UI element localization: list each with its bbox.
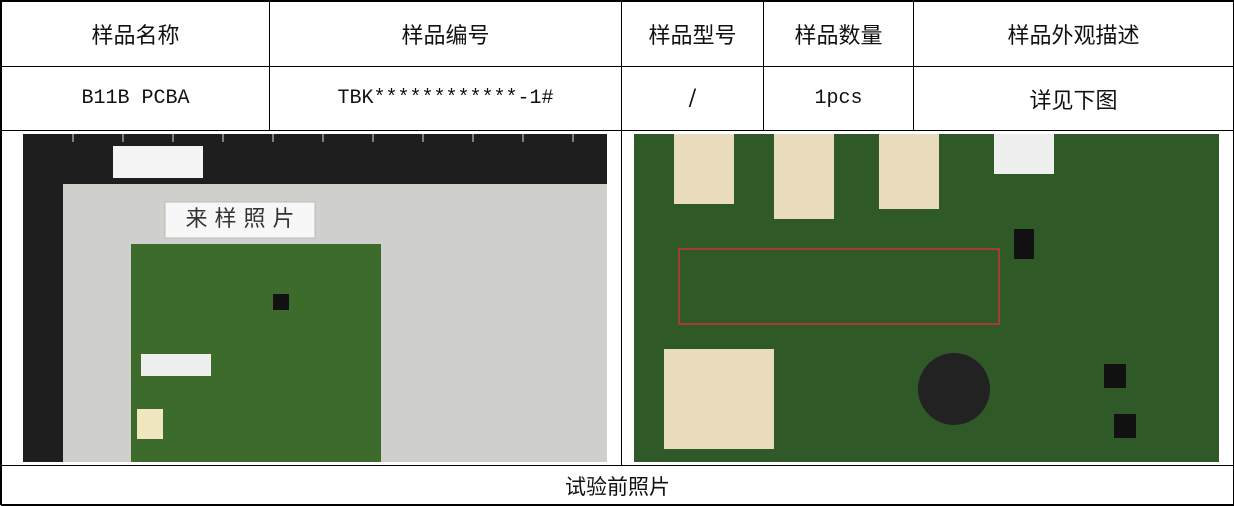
header-cell: 样品数量 <box>763 1 914 67</box>
photo-closeup <box>634 134 1219 462</box>
header-cell: 样品型号 <box>621 1 764 67</box>
value-cell: 详见下图 <box>913 66 1234 131</box>
header-row: 样品名称 样品编号 样品型号 样品数量 样品外观描述 <box>1 1 1234 67</box>
photo-label: 来 样 照 片 <box>186 207 295 232</box>
photo-sample: 来 样 照 片 <box>23 134 607 462</box>
header-cell: 样品编号 <box>269 1 622 67</box>
value-cell: 1pcs <box>763 66 914 131</box>
photo-row: 来 样 照 片 <box>1 130 1234 466</box>
header-cell: 样品外观描述 <box>913 1 1234 67</box>
value-cell: TBK************-1# <box>269 66 622 131</box>
value-cell: B11B PCBA <box>1 66 270 131</box>
photos: 来 样 照 片 <box>2 131 1233 465</box>
header-cell: 样品名称 <box>1 1 270 67</box>
value-row: B11B PCBA TBK************-1# / 1pcs 详见下图 <box>1 66 1234 131</box>
photo-divider <box>621 131 622 465</box>
caption: 试验前照片 <box>1 465 1234 506</box>
value-cell: / <box>621 66 764 131</box>
caption-row: 试验前照片 <box>1 465 1234 506</box>
photo-cell: 来 样 照 片 <box>1 130 1234 466</box>
